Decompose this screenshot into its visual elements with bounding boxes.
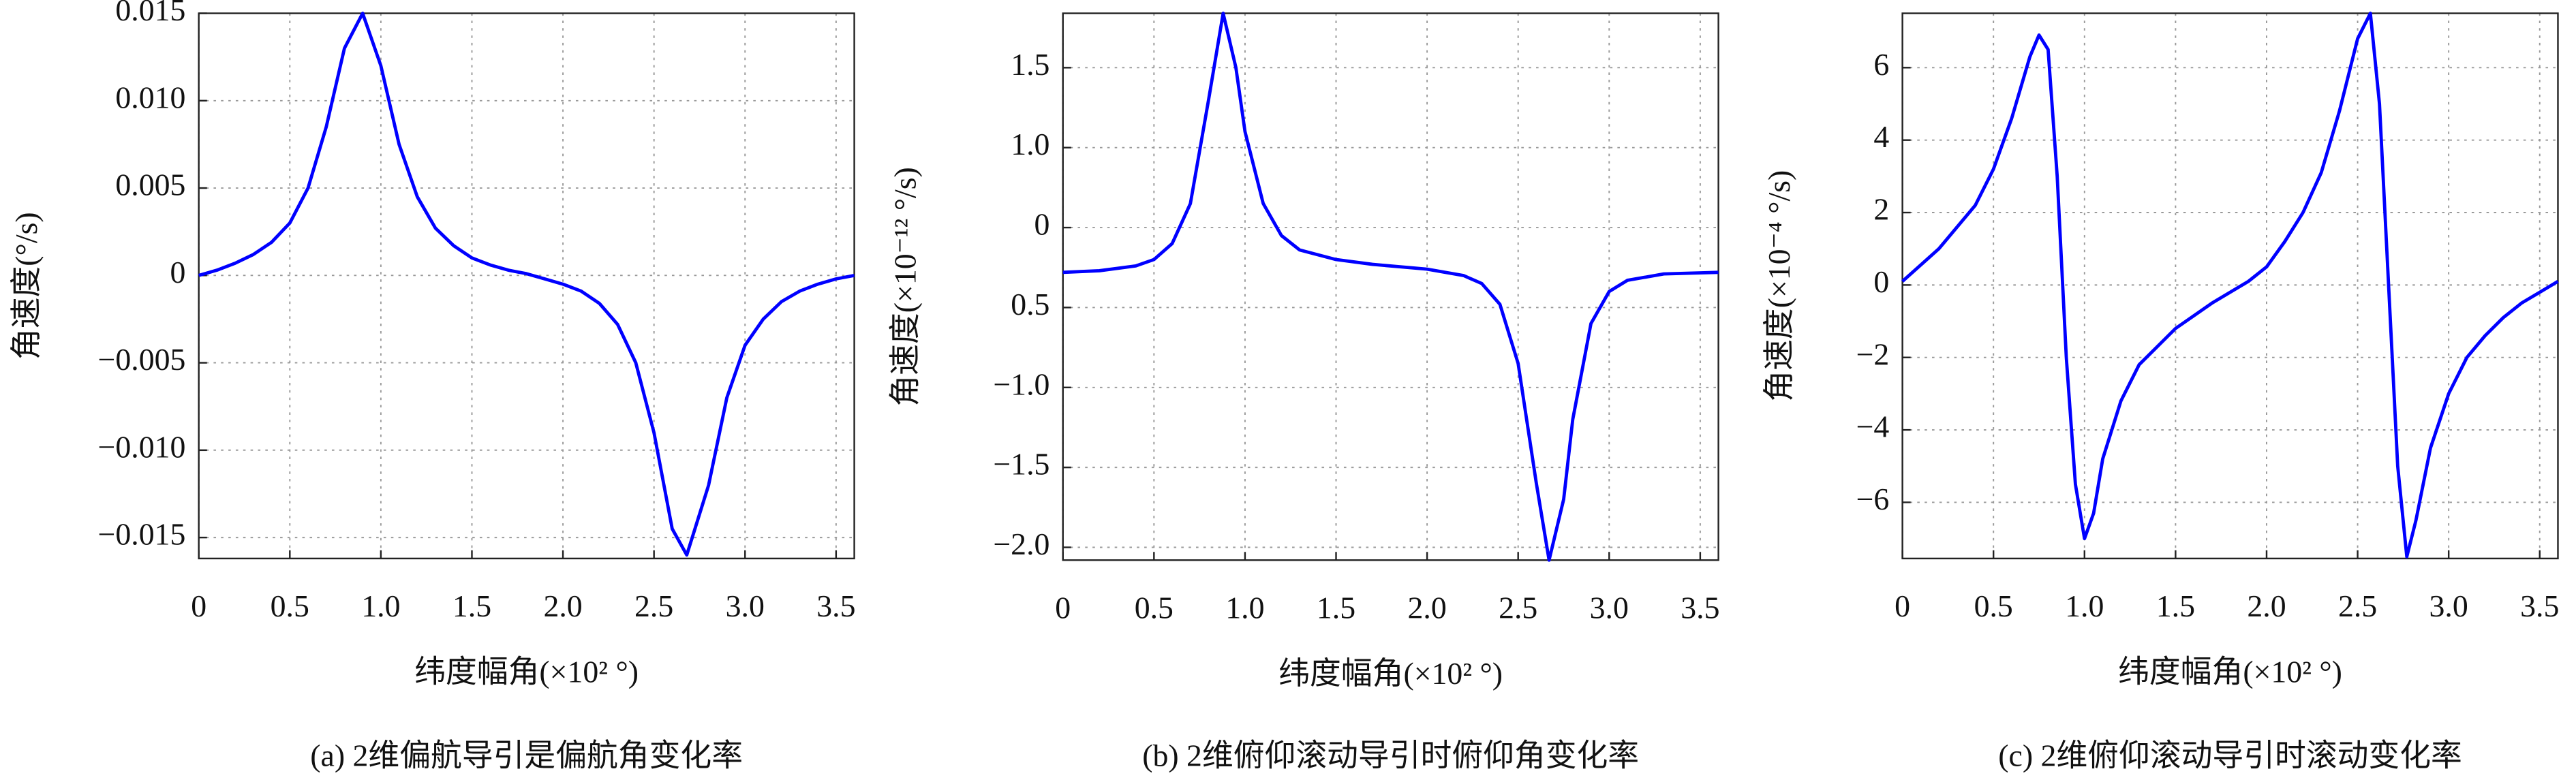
y-tick-label: −2 [1856, 337, 1890, 371]
data-line [1062, 12, 1719, 562]
x-tick-label: 3.0 [2429, 589, 2468, 623]
y-tick-label: −1.0 [993, 366, 1049, 401]
y-tick-label: 0 [1034, 207, 1050, 242]
x-tick-label: 0.5 [1974, 589, 2013, 623]
x-axis-label: 纬度幅角(×10² °) [414, 655, 639, 689]
data-line [1901, 12, 2559, 559]
y-tick-label: 2 [1873, 192, 1889, 227]
plot-frame [1062, 12, 1719, 561]
x-tick-label: 0.5 [271, 589, 309, 623]
x-tick-label: 1.0 [2065, 589, 2104, 623]
caption: (a) 2维偏航导引是偏航角变化率 [310, 738, 743, 773]
x-tick-label: 1.0 [361, 589, 400, 623]
y-tick-label: 4 [1873, 119, 1889, 154]
x-axis-label: 纬度幅角(×10² °) [2118, 655, 2342, 689]
y-tick-label: 0.015 [115, 0, 185, 27]
y-tick-label: −0.005 [98, 342, 186, 377]
x-tick-label: 3.5 [2520, 589, 2559, 623]
y-axis-label: 角速度(×10⁻⁴ °/s) [1762, 170, 1796, 402]
y-tick-label: −0.015 [98, 517, 186, 552]
y-tick-label: 1.0 [1011, 127, 1049, 161]
x-tick-label: 0.5 [1135, 591, 1174, 625]
y-tick-label: 1.5 [1011, 47, 1049, 82]
x-tick-label: 2.5 [1499, 591, 1537, 625]
y-tick-label: −2.0 [993, 527, 1049, 561]
x-axis-label: 纬度幅角(×10² °) [1278, 656, 1503, 691]
y-tick-label: −1.5 [993, 447, 1049, 482]
y-axis-label: 角速度(°/s) [9, 212, 44, 360]
x-tick-label: 0 [1895, 589, 1910, 623]
x-tick-label: 1.5 [2156, 589, 2195, 623]
x-tick-label: 2.5 [2338, 589, 2377, 623]
x-tick-label: 1.5 [1317, 591, 1355, 625]
x-tick-label: 0 [1055, 591, 1071, 625]
y-tick-label: 0.5 [1011, 287, 1049, 322]
x-tick-label: 2.0 [543, 589, 582, 623]
x-tick-label: 1.5 [453, 589, 491, 623]
y-tick-label: −4 [1856, 409, 1890, 444]
caption: (c) 2维俯仰滚动导引时滚动变化率 [1998, 738, 2462, 773]
x-tick-label: 3.0 [726, 589, 765, 623]
x-tick-label: 2.0 [2247, 589, 2286, 623]
y-tick-label: 0 [170, 255, 186, 290]
x-tick-label: 3.5 [816, 589, 855, 623]
y-tick-label: 0.010 [115, 80, 185, 114]
data-line [198, 12, 855, 557]
caption: (b) 2维俯仰滚动导引时俯仰角变化率 [1142, 738, 1639, 773]
y-tick-label: −6 [1856, 482, 1890, 516]
x-tick-label: 3.0 [1590, 591, 1629, 625]
y-tick-label: 0.005 [115, 168, 185, 202]
y-tick-label: 0 [1873, 264, 1889, 299]
y-axis-label: 角速度(×10⁻¹² °/s) [888, 167, 923, 406]
x-tick-label: 2.5 [634, 589, 673, 623]
x-tick-label: 1.0 [1225, 591, 1264, 625]
plot-frame [1901, 12, 2559, 560]
plot-frame [198, 12, 855, 560]
y-tick-label: −0.010 [98, 429, 186, 464]
x-tick-label: 3.5 [1681, 591, 1719, 625]
x-tick-label: 2.0 [1407, 591, 1446, 625]
x-tick-label: 0 [191, 589, 206, 623]
y-tick-label: 6 [1873, 47, 1889, 82]
